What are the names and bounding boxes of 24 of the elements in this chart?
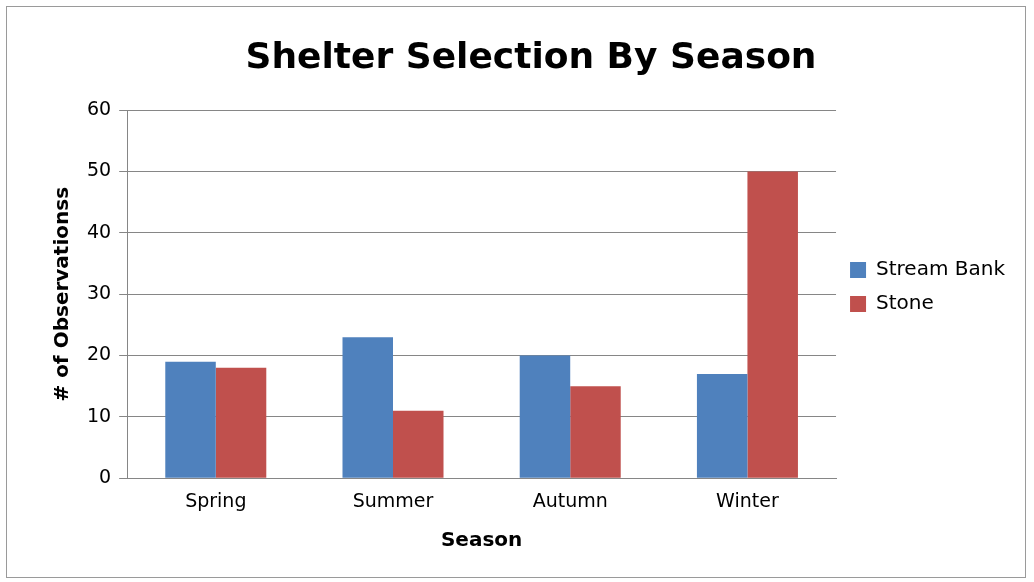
bar (342, 337, 393, 478)
x-axis-title: Season (440, 527, 523, 552)
y-tick-label: 0 (99, 465, 112, 488)
y-tick-label: 50 (86, 158, 112, 181)
y-tick-label: 20 (86, 342, 112, 365)
x-tick-label: Spring (185, 488, 247, 511)
bar (570, 386, 621, 478)
x-tick-label: Autumn (532, 488, 608, 511)
bar (165, 361, 216, 478)
bar (696, 373, 748, 478)
y-tick-label: 60 (86, 97, 112, 120)
legend-label: Stone (876, 290, 934, 315)
y-tick-label: 10 (86, 403, 112, 426)
x-tick-label: Winter (716, 488, 779, 511)
y-axis-title: # of Observationss (49, 186, 74, 402)
chart-title: Shelter Selection By Season (245, 34, 817, 76)
bar (747, 171, 798, 478)
bar (393, 410, 444, 478)
bar (519, 355, 571, 478)
legend-label: Stream Bank (876, 256, 1006, 281)
y-tick-label: 40 (86, 219, 112, 242)
y-tick-label: 30 (86, 281, 112, 304)
x-tick-label: Summer (352, 488, 434, 511)
bar (215, 367, 267, 478)
